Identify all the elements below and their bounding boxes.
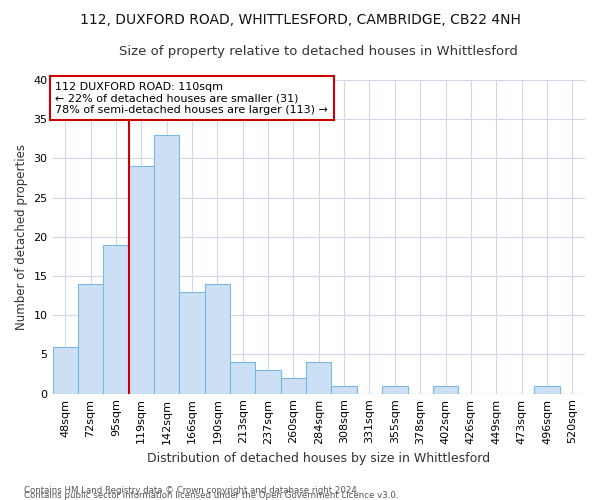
Bar	[154, 135, 179, 394]
Bar	[53, 346, 78, 394]
Bar	[281, 378, 306, 394]
Text: 112, DUXFORD ROAD, WHITTLESFORD, CAMBRIDGE, CB22 4NH: 112, DUXFORD ROAD, WHITTLESFORD, CAMBRID…	[80, 12, 520, 26]
Text: 112 DUXFORD ROAD: 110sqm
← 22% of detached houses are smaller (31)
78% of semi-d: 112 DUXFORD ROAD: 110sqm ← 22% of detach…	[55, 82, 328, 115]
Y-axis label: Number of detached properties: Number of detached properties	[15, 144, 28, 330]
Text: Contains public sector information licensed under the Open Government Licence v3: Contains public sector information licen…	[24, 491, 398, 500]
Bar	[205, 284, 230, 394]
Text: Contains HM Land Registry data © Crown copyright and database right 2024.: Contains HM Land Registry data © Crown c…	[24, 486, 359, 495]
Bar	[179, 292, 205, 394]
Bar	[128, 166, 154, 394]
Title: Size of property relative to detached houses in Whittlesford: Size of property relative to detached ho…	[119, 45, 518, 58]
Bar	[433, 386, 458, 394]
Bar	[306, 362, 331, 394]
Bar	[331, 386, 357, 394]
Bar	[256, 370, 281, 394]
Bar	[103, 244, 128, 394]
X-axis label: Distribution of detached houses by size in Whittlesford: Distribution of detached houses by size …	[147, 452, 490, 465]
Bar	[382, 386, 407, 394]
Bar	[534, 386, 560, 394]
Bar	[230, 362, 256, 394]
Bar	[78, 284, 103, 394]
